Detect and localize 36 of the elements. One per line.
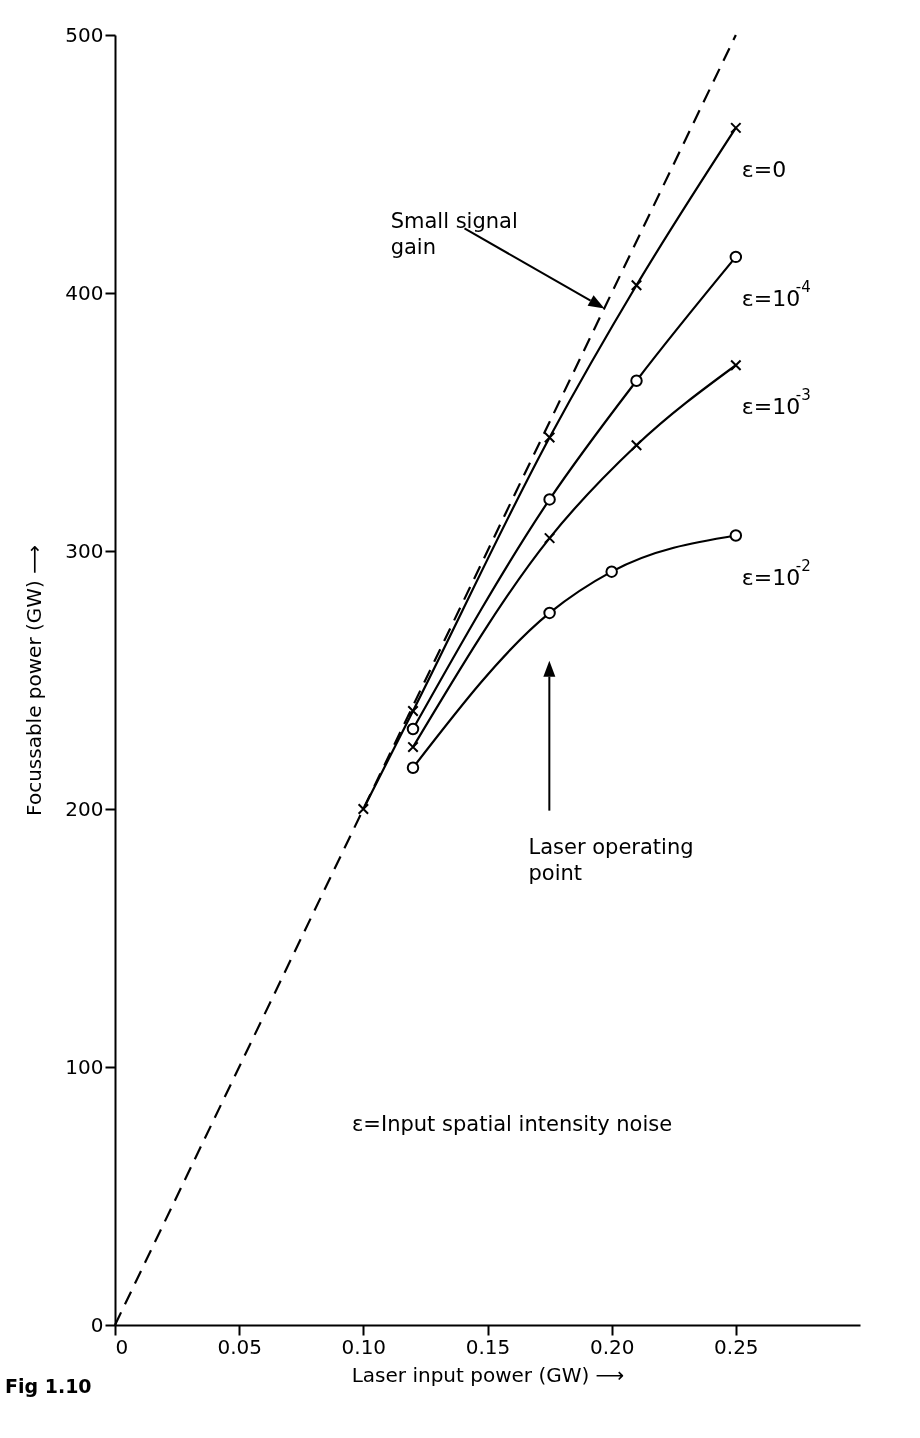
x-tick-label: 0.25 xyxy=(714,1334,759,1359)
x-axis-title: Laser input power (GW) ⟶ xyxy=(351,1362,625,1387)
point xyxy=(543,606,556,620)
y-tick-label: 0 xyxy=(90,1312,104,1337)
point xyxy=(406,761,420,774)
y-axis-title: Focussable power (GW) ⟶ xyxy=(22,545,47,816)
x-tick-label: 0.20 xyxy=(589,1334,635,1359)
annotation: Small signal gain xyxy=(390,209,518,260)
point xyxy=(605,565,618,578)
point xyxy=(630,374,643,387)
point xyxy=(730,122,742,134)
y-tick-label: 300 xyxy=(65,538,104,563)
caption: Fig 1.10 xyxy=(5,1375,92,1397)
point xyxy=(630,279,643,291)
y-tick-label: 200 xyxy=(65,796,104,821)
point xyxy=(357,803,370,815)
x-tick-label: 0.05 xyxy=(217,1334,262,1359)
series-label: ε=0 xyxy=(741,156,787,182)
annotation: ε=Input spatial intensity noise xyxy=(352,1112,673,1137)
point xyxy=(730,359,742,371)
point xyxy=(406,722,420,736)
point xyxy=(543,431,556,444)
point xyxy=(729,529,743,542)
y-tick-label: 400 xyxy=(65,280,104,305)
annotation: Laser operating point xyxy=(528,834,694,885)
y-tick-label: 500 xyxy=(65,22,104,47)
point xyxy=(543,493,556,506)
x-tick-label: 0.15 xyxy=(465,1334,511,1359)
point xyxy=(729,250,743,264)
point xyxy=(407,705,419,717)
point xyxy=(407,741,419,753)
point xyxy=(543,532,556,544)
x-tick-label: 0 xyxy=(115,1334,129,1359)
x-tick-label: 0.10 xyxy=(341,1334,387,1359)
y-tick-label: 100 xyxy=(65,1054,104,1079)
point xyxy=(630,439,643,451)
